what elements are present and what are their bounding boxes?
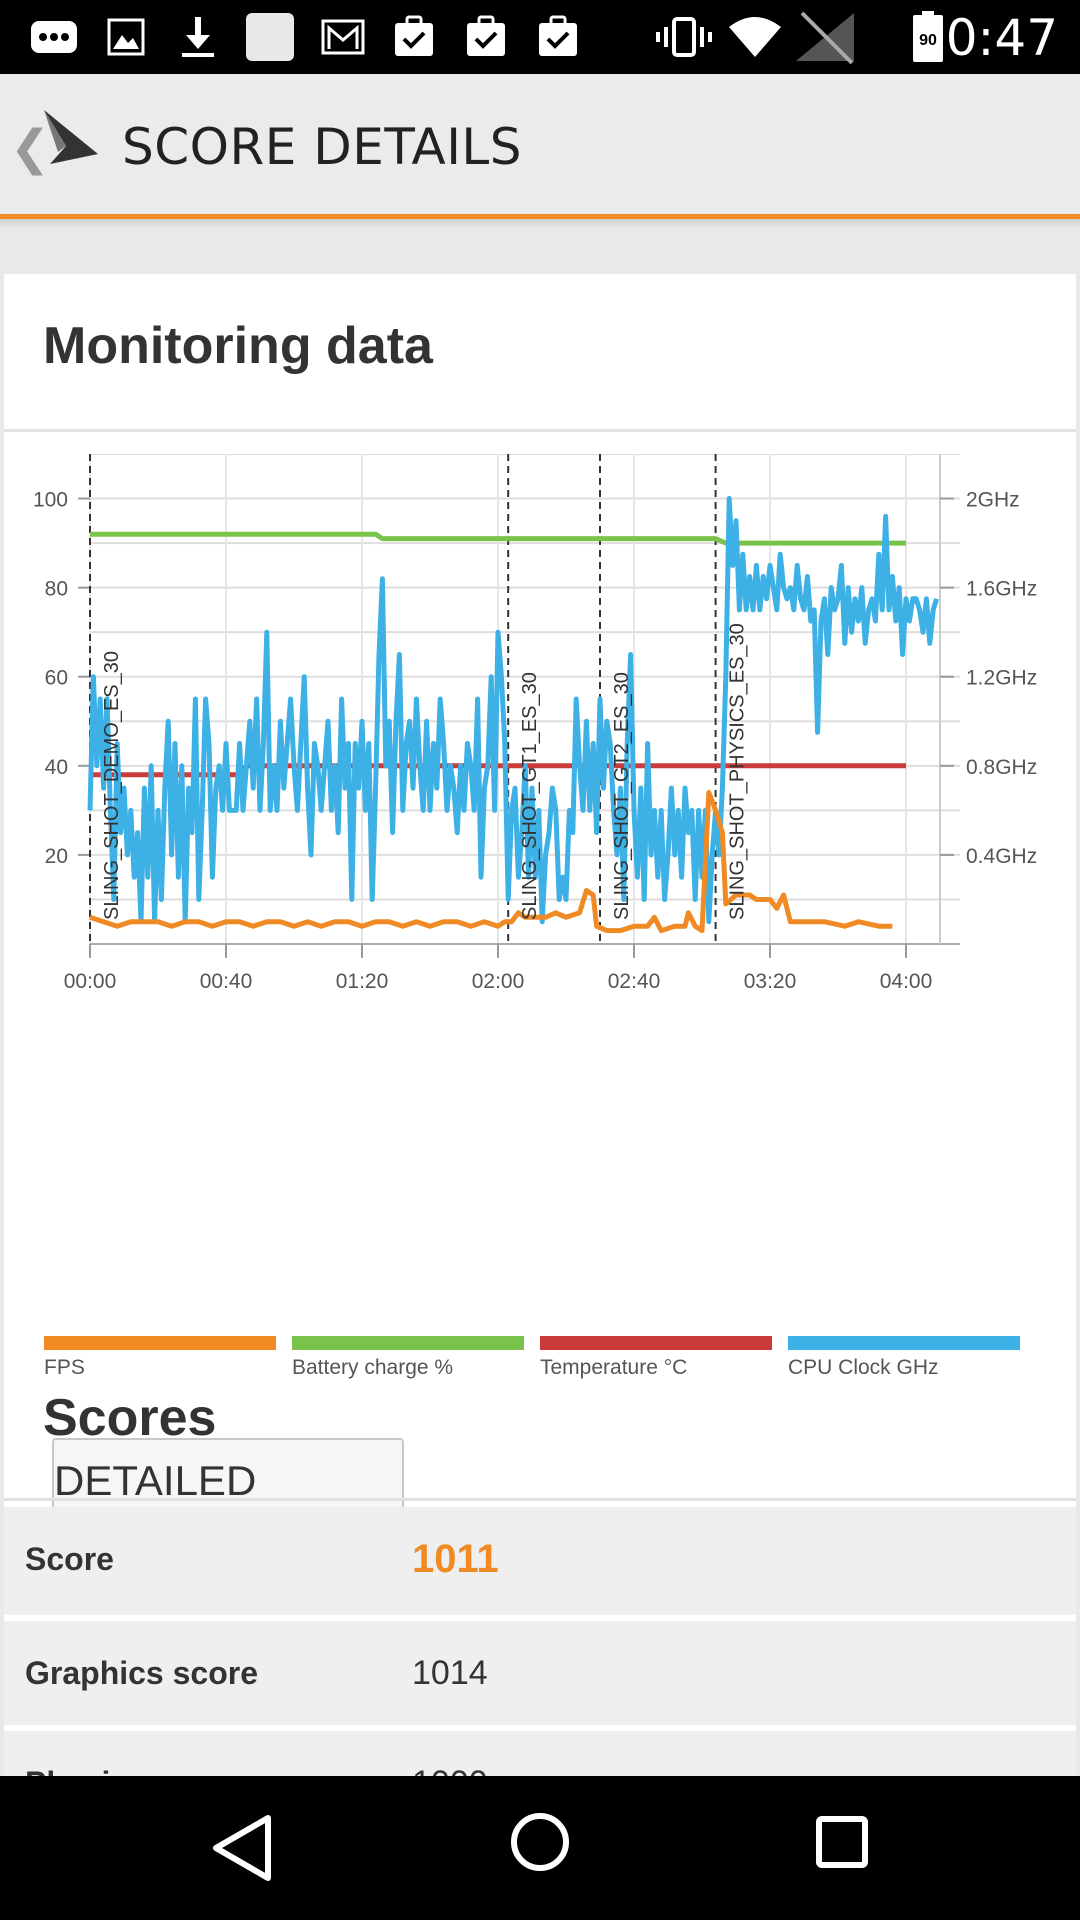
recents-nav-icon[interactable] <box>814 1814 870 1874</box>
legend-temperature: Temperature °C <box>540 1336 772 1380</box>
y-tick-label-right: 2GHz <box>966 489 1020 512</box>
page-title: SCORE DETAILS <box>122 118 523 176</box>
section-label: SLING_SHOT_GT1_ES_30 <box>519 672 541 920</box>
messaging-icon <box>28 12 80 62</box>
download-icon <box>176 12 220 62</box>
x-tick-label: 02:00 <box>472 970 525 993</box>
y-tick-label-left: 80 <box>45 578 68 601</box>
y-tick-label-left: 20 <box>45 845 68 868</box>
monitoring-chart: 100 80 60 40 20 2GHz 1.6GHz 1.2GHz 0.8GHz 0.4GHz 0… <box>33 454 1037 993</box>
back-chevron-icon[interactable]: ❮ <box>10 120 51 176</box>
series-line-cpu-clock-ghz <box>87 496 939 925</box>
legend-cpu-clock-label: CPU Clock GHz <box>788 1356 939 1379</box>
content-card: Monitoring data 100 80 60 40 20 2GHz 1.6GHz 1.2… <box>4 274 1076 1835</box>
x-tick-label: 04:00 <box>880 970 933 993</box>
score-label: Score <box>25 1541 114 1577</box>
y-tick-label-left: 40 <box>45 756 68 779</box>
clock: 0:47 <box>945 9 1058 67</box>
series-line-battery-charge <box>90 531 906 546</box>
section-divider <box>4 1498 1076 1501</box>
task-icon <box>462 12 510 62</box>
home-nav-icon[interactable] <box>508 1810 572 1878</box>
gmail-icon <box>318 12 368 62</box>
legend-fps-label: FPS <box>44 1356 85 1379</box>
section-divider <box>4 429 1076 432</box>
graphics-score-label: Graphics score <box>25 1655 258 1691</box>
x-tick-label: 01:20 <box>336 970 389 993</box>
battery-level: 90 <box>919 32 937 49</box>
y-tick-label-right: 1.2GHz <box>966 667 1037 690</box>
app-bar-shadow <box>0 219 1080 229</box>
section-label: SLING_SHOT_DEMO_ES_30 <box>101 651 123 920</box>
score-row-graphics: Graphics score 1014 <box>4 1621 1076 1725</box>
y-tick-label-right: 1.6GHz <box>966 578 1037 601</box>
graphics-score-value: 1014 <box>412 1654 488 1692</box>
x-tick-label: 02:40 <box>608 970 661 993</box>
app-bar <box>0 74 1080 214</box>
monitoring-title: Monitoring data <box>43 317 433 375</box>
status-bar: 90 0:47 <box>0 0 1080 74</box>
battery-icon: 90 <box>908 11 948 62</box>
legend-battery: Battery charge % <box>292 1336 524 1380</box>
back-nav-icon[interactable] <box>210 1812 274 1888</box>
vibrate-icon <box>652 12 716 62</box>
legend-fps-swatch <box>44 1336 276 1350</box>
series-line-fps <box>89 790 893 934</box>
score-value: 1011 <box>412 1537 499 1581</box>
navigation-bar <box>0 1776 1080 1920</box>
scores-title: Scores <box>43 1389 217 1447</box>
legend-cpu-clock: CPU Clock GHz <box>788 1336 1020 1380</box>
task-icon <box>390 12 438 62</box>
y-tick-label-right: 0.4GHz <box>966 845 1037 868</box>
blank-app-icon <box>244 12 296 62</box>
section-label: SLING_SHOT_PHYSICS_ES_30 <box>727 623 749 920</box>
legend-fps: FPS <box>44 1336 276 1380</box>
legend-cpu-clock-swatch <box>788 1336 1020 1350</box>
x-tick-label: 00:00 <box>64 970 117 993</box>
no-signal-icon <box>790 11 860 65</box>
x-tick-label: 03:20 <box>744 970 797 993</box>
gallery-icon <box>104 12 148 62</box>
y-tick-label-right: 0.8GHz <box>966 756 1037 779</box>
app-bar-accent-line <box>0 214 1080 219</box>
wifi-icon <box>726 12 784 62</box>
legend-battery-label: Battery charge % <box>292 1356 454 1379</box>
x-tick-label: 00:40 <box>200 970 253 993</box>
legend-temperature-label: Temperature °C <box>540 1356 688 1379</box>
legend-temperature-swatch <box>540 1336 772 1350</box>
section-label: SLING_SHOT_GT2_ES_30 <box>611 672 633 920</box>
legend-battery-swatch <box>292 1336 524 1350</box>
app-logo-icon[interactable] <box>40 106 104 174</box>
y-tick-label-left: 100 <box>33 489 68 512</box>
y-tick-label-left: 60 <box>45 667 68 690</box>
task-icon <box>534 12 582 62</box>
score-row-total: Score 1011 <box>4 1507 1076 1615</box>
